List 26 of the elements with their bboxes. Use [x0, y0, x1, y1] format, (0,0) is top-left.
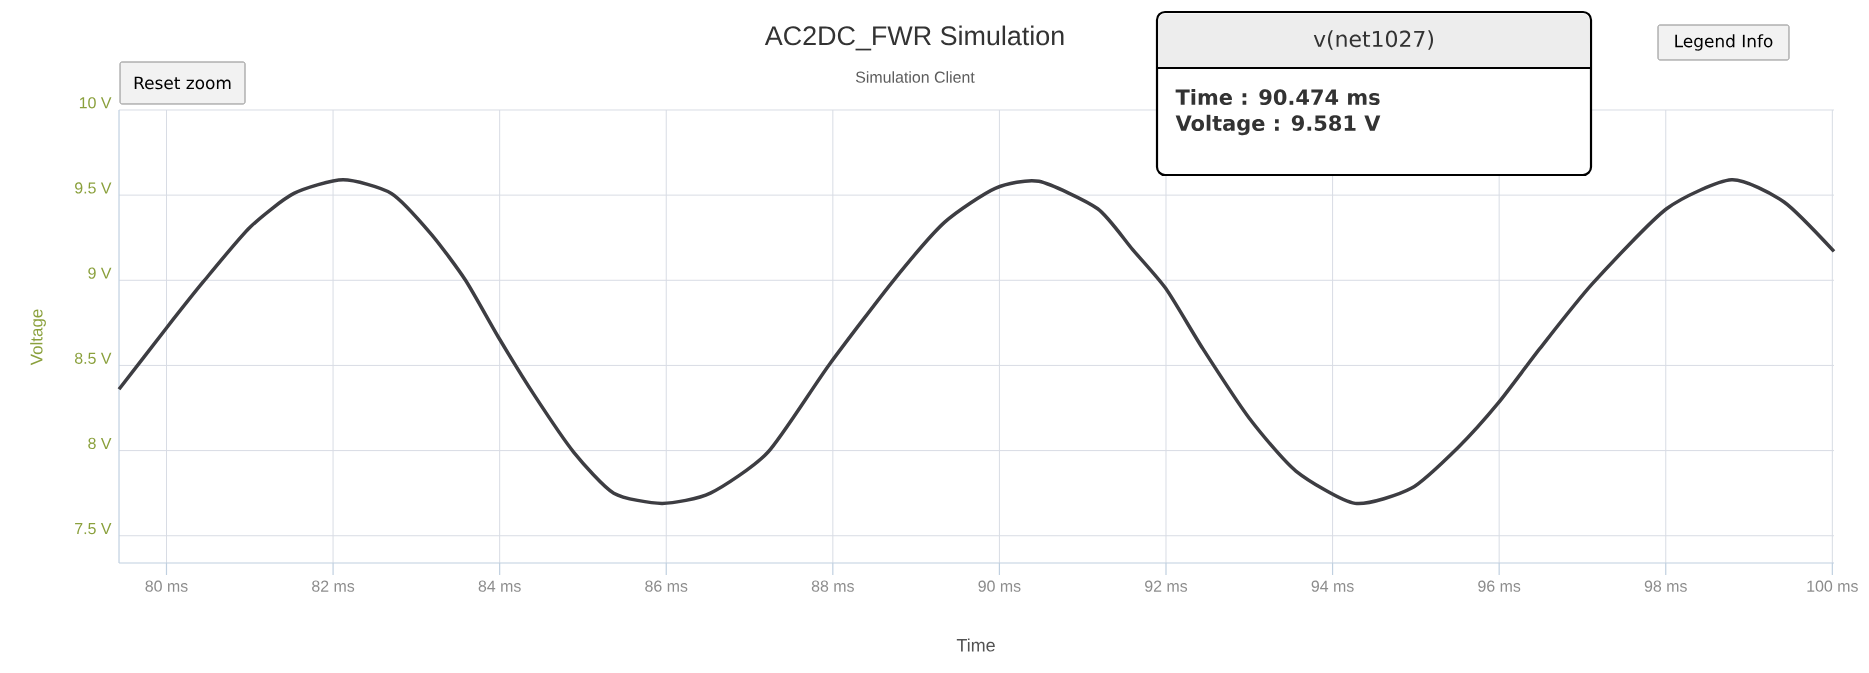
- x-tick-label: 88 ms: [811, 580, 854, 592]
- y-axis-title: Voltage: [30, 309, 46, 366]
- x-tick-label: 96 ms: [1478, 580, 1521, 592]
- x-tick-label: 86 ms: [645, 580, 688, 592]
- y-tick-label: 7.5 V: [75, 523, 112, 535]
- y-tick-label: 8.5 V: [74, 352, 112, 364]
- y-tick-label: 9.5 V: [75, 182, 112, 194]
- text: v(net1027): [1313, 30, 1434, 50]
- x-tick-label: 82 ms: [312, 580, 355, 592]
- y-tick-label: 10 V: [79, 97, 112, 109]
- text: Legend Info: [1675, 34, 1773, 51]
- y-tick-label: 9 V: [88, 267, 112, 279]
- x-tick-label: 94 ms: [1311, 580, 1354, 592]
- x-tick-label: 84 ms: [478, 580, 521, 592]
- y-tick-label: 8 V: [88, 437, 112, 450]
- annotation: Voltage : 9.581 V: [1175, 114, 1381, 136]
- x-axis-title: Time: [956, 638, 995, 652]
- x-tick-label: 80 ms: [145, 580, 188, 592]
- x-tick-label: 90 ms: [978, 580, 1021, 592]
- x-tick-label: 100 ms: [1807, 580, 1858, 592]
- x-tick-label: 92 ms: [1145, 580, 1188, 592]
- chart-subtitle: Simulation Client: [855, 71, 975, 83]
- chart-title: AC2DC_FWR Simulation: [764, 25, 1064, 51]
- text: Reset zoom: [134, 76, 231, 90]
- x-tick-label: 98 ms: [1644, 580, 1687, 592]
- text: Time : 90.474 ms: [1175, 88, 1380, 106]
